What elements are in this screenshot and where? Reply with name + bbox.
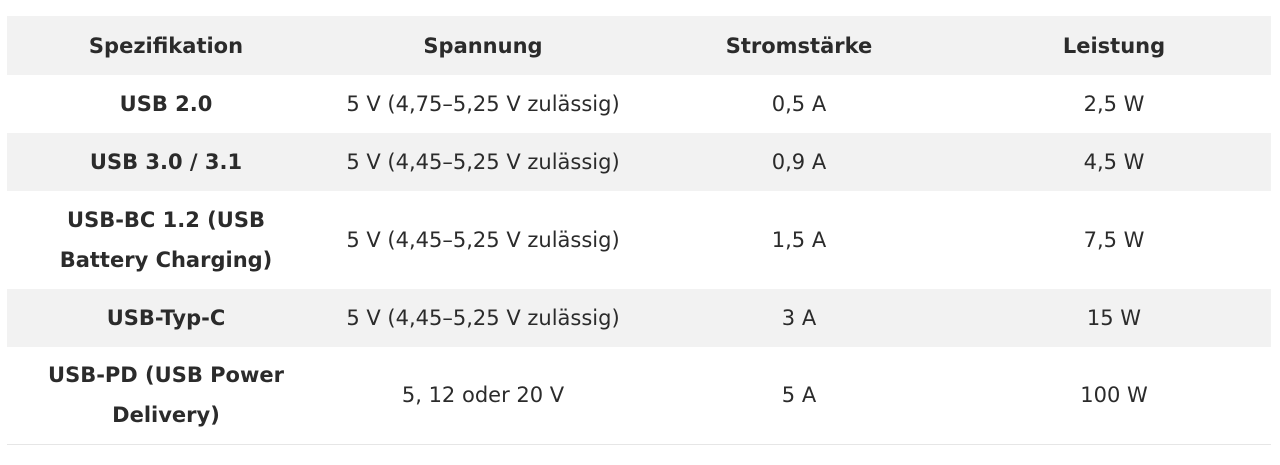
cell-leistung: 7,5 W [1083,228,1145,252]
cell-leistung: 15 W [1086,306,1142,330]
cell-spannung: 5 V (4,45–5,25 V zulässig) [346,150,620,174]
cell-spezifikation: USB-BC 1.2 (USB Battery Charging) [59,208,273,272]
header-row: Spezifikation Spannung Stromstärke Leist… [7,16,1271,75]
cell-stromstaerke: 1,5 A [771,228,827,252]
table-row: USB-PD (USB Power Delivery) 5, 12 oder 2… [7,347,1271,445]
header-stromstaerke: Stromstärke [725,33,873,58]
cell-leistung: 2,5 W [1083,92,1145,116]
cell-spezifikation: USB-PD (USB Power Delivery) [7,347,325,445]
header-leistung: Leistung [1062,33,1166,58]
cell-stromstaerke: 0,5 A [771,92,827,116]
cell-leistung: 100 W [957,347,1271,445]
header-spannung: Spannung [423,33,543,58]
cell-spezifikation: USB-Typ-C [106,306,226,330]
table-row: USB 3.0 / 3.1 5 V (4,45–5,25 V zulässig)… [7,133,1271,191]
cell-spannung: 5 V (4,75–5,25 V zulässig) [346,92,620,116]
cell-spannung: 5 V (4,45–5,25 V zulässig) [346,306,620,330]
table-row: USB 2.0 5 V (4,75–5,25 V zulässig) 0,5 A… [7,75,1271,133]
cell-spezifikation: USB 2.0 [119,92,213,116]
table-body: USB 2.0 5 V (4,75–5,25 V zulässig) 0,5 A… [7,75,1271,445]
cell-stromstaerke: 5 A [641,347,957,445]
cell-spannung: 5 V (4,45–5,25 V zulässig) [346,228,620,252]
cell-spannung: 5, 12 oder 20 V [325,347,641,445]
cell-spezifikation: USB 3.0 / 3.1 [89,150,243,174]
table-row: USB-BC 1.2 (USB Battery Charging) 5 V (4… [7,191,1271,289]
cell-stromstaerke: 0,9 A [771,150,827,174]
usb-spec-table: Spezifikation Spannung Stromstärke Leist… [7,16,1271,445]
cell-leistung: 4,5 W [1083,150,1145,174]
table-header: Spezifikation Spannung Stromstärke Leist… [7,16,1271,75]
header-spezifikation: Spezifikation [88,33,244,58]
table-row: USB-Typ-C 5 V (4,45–5,25 V zulässig) 3 A… [7,289,1271,347]
usb-spec-table-container: Spezifikation Spannung Stromstärke Leist… [7,16,1271,445]
cell-stromstaerke: 3 A [781,306,817,330]
